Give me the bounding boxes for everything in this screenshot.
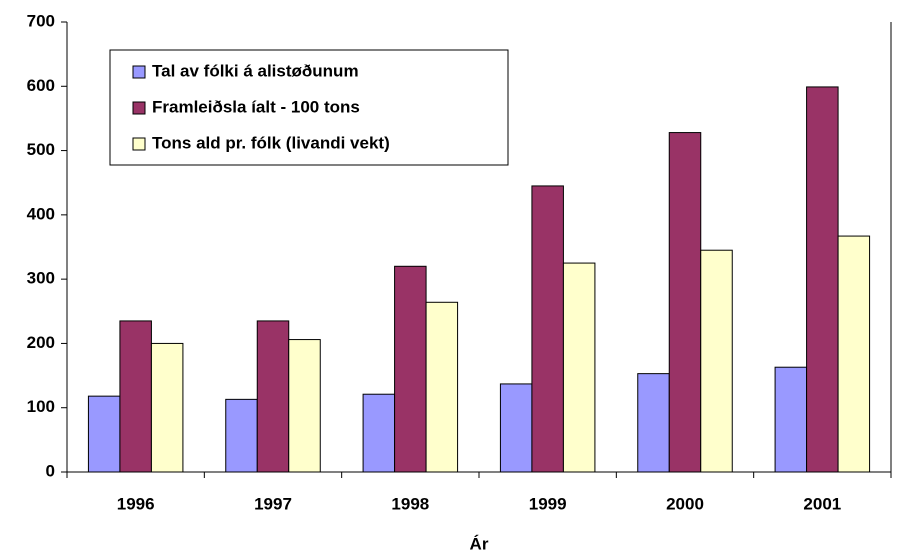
bar: [362, 393, 396, 473]
y-tick-label: 0: [46, 461, 55, 480]
x-tick-label: 1996: [117, 494, 155, 513]
bar: [225, 398, 258, 473]
legend-label: Framleiðsla íalt - 100 tons: [152, 97, 360, 116]
bar: [700, 249, 733, 473]
bar: [562, 262, 596, 473]
bar: [837, 235, 871, 473]
bar: [87, 395, 121, 473]
y-tick-label: 400: [27, 204, 55, 223]
bar: [531, 185, 564, 473]
y-tick-label: 500: [27, 140, 55, 159]
y-tick-label: 600: [27, 76, 55, 95]
legend-swatch: [132, 137, 146, 151]
x-tick-label: 2000: [666, 494, 704, 513]
bar: [499, 383, 533, 473]
legend-box: [109, 49, 509, 166]
legend-swatch: [132, 101, 146, 115]
bar: [668, 132, 702, 473]
bar: [150, 342, 184, 473]
y-tick-label: 100: [27, 397, 55, 416]
bar: [806, 86, 839, 473]
bar: [394, 265, 427, 473]
bar: [637, 373, 670, 473]
bar: [288, 339, 321, 473]
x-tick-label: 2001: [803, 494, 841, 513]
y-tick-label: 700: [27, 11, 55, 30]
legend-label: Tal av fólki á alistøðunum: [152, 61, 359, 80]
y-tick-label: 200: [27, 333, 55, 352]
legend-label: Tons ald pr. fólk (livandi vekt): [152, 133, 390, 152]
x-tick-label: 1999: [529, 494, 567, 513]
x-axis-label: Ár: [470, 534, 489, 553]
x-tick-label: 1997: [254, 494, 292, 513]
bar: [119, 320, 152, 473]
x-tick-label: 1998: [391, 494, 429, 513]
y-tick-label: 300: [27, 269, 55, 288]
bar: [425, 301, 459, 473]
legend-swatch: [132, 65, 146, 79]
bar: [774, 366, 808, 473]
bar: [256, 320, 290, 473]
